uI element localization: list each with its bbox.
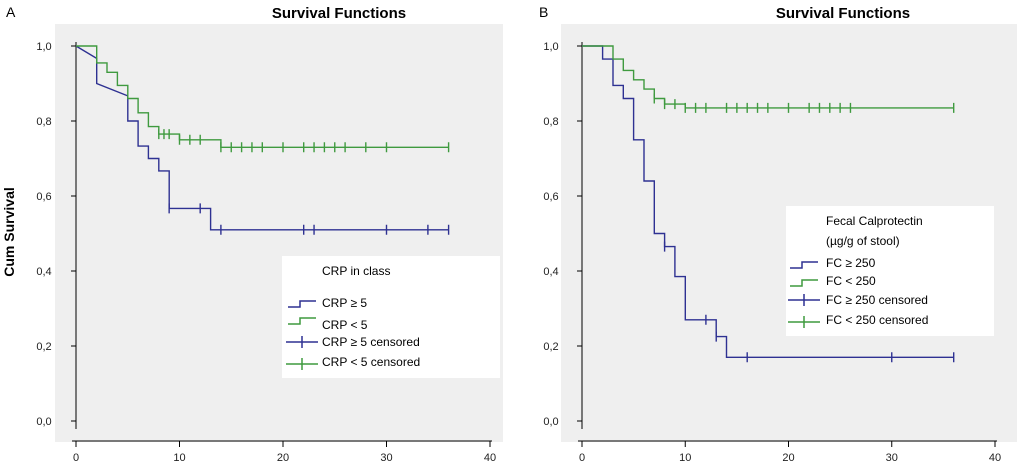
panel-a-plot-area <box>55 24 503 442</box>
panel-a-legend-swatch-low <box>288 317 316 325</box>
panel-a-legend-swatch-high-censored <box>286 336 318 348</box>
panel-b-legend-entry-high: FC ≥ 250 <box>826 256 876 270</box>
panel-a-title: Survival Functions <box>272 5 406 22</box>
panel-a-legend-box <box>282 256 500 378</box>
panel-a-legend-entry-low: CRP < 5 <box>322 318 368 332</box>
panel-b-y-tick-label: 0,4 <box>543 266 558 278</box>
panel-b-legend-entry-low-censored: FC < 250 censored <box>826 313 928 327</box>
panel-a-series-line-high <box>75 45 449 231</box>
panel-b-label: B <box>539 4 548 20</box>
panel-a-y-tick-label: 0,4 <box>36 266 51 278</box>
panel-b-legend-swatch-high-censored <box>788 294 820 306</box>
panel-b-title: Survival Functions <box>776 5 910 22</box>
panel-b: B Survival Functions 0,00,20,40,60,81,00… <box>512 0 1024 469</box>
panel-a-axes: 0,0 0,2 0,4 0,6 0,8 1,0 0 10 20 30 40 <box>36 41 496 464</box>
panel-a-x-tick-label: 40 <box>484 452 496 464</box>
panel-a-y-axis-label: Cum Survival <box>1 187 17 276</box>
panel-a-legend-swatch-high <box>288 300 316 308</box>
panel-a-y-tick-label: 1,0 <box>36 41 51 53</box>
panel-b-y-tick-label: 0,8 <box>543 116 558 128</box>
panel-a-y-tick-label: 0,6 <box>36 191 51 203</box>
panel-b-legend-box <box>786 206 994 336</box>
panel-a-y-tick-label: 0,0 <box>36 416 51 428</box>
panel-b-legend-entry-high-censored: FC ≥ 250 censored <box>826 293 928 307</box>
panel-a-legend-entry-high-censored: CRP ≥ 5 censored <box>322 335 420 349</box>
panel-b-y-tick-label: 0,6 <box>543 191 558 203</box>
panel-a-legend-title: CRP in class <box>322 264 390 278</box>
panel-a-legend-entry-high: CRP ≥ 5 <box>322 296 367 310</box>
panel-b-legend-swatch-high <box>790 261 818 269</box>
panel-b-x-tick-label: 40 <box>989 452 1001 464</box>
panel-b-x-tick-label: 0 <box>579 452 585 464</box>
panel-a-x-tick-label: 30 <box>380 452 392 464</box>
panel-a: A Survival Functions Cum Survival 0,0 0,2… <box>1 4 503 464</box>
panel-b-y-tick-label: 0,0 <box>543 416 558 428</box>
panel-a-y-tick-label: 0,2 <box>36 341 51 353</box>
panel-b-x-tick-label: 20 <box>782 452 794 464</box>
panel-a-x-tick-label: 20 <box>277 452 289 464</box>
panel-a-legend-entry-low-censored: CRP < 5 censored <box>322 355 420 369</box>
panel-b-legend: Fecal Calprotectin (µg/g of stool) FC ≥ … <box>786 206 994 336</box>
panel-b-axes: 0,0 0,2 0,4 0,6 0,8 1,0 0 10 20 30 40 <box>543 41 1001 464</box>
panel-b-legend-entry-low: FC < 250 <box>826 274 876 288</box>
panel-b-x-tick-label: 10 <box>679 452 691 464</box>
panel-b-legend-subtitle: (µg/g of stool) <box>826 234 900 248</box>
panel-a-x-tick-label: 10 <box>173 452 185 464</box>
panel-a-y-tick-label: 0,8 <box>36 116 51 128</box>
panel-a-legend-swatch-low-censored <box>286 358 318 370</box>
panel-a-series <box>75 45 450 235</box>
panel-a-label: A <box>6 4 16 20</box>
panel-a-x-tick-label: 0 <box>73 452 79 464</box>
panel-a-legend: CRP in class CRP ≥ 5 CRP < 5 CRP ≥ 5 cen… <box>282 256 500 378</box>
panel-b-legend-swatch-low-censored <box>788 316 820 328</box>
panel-b-series <box>582 45 955 363</box>
panel-b-y-tick-label: 0,2 <box>543 341 558 353</box>
panel-b-legend-swatch-low <box>790 279 818 287</box>
panel-b-legend-title: Fecal Calprotectin <box>826 214 923 228</box>
panel-b-series-line-high <box>582 45 954 358</box>
panel-b-y-tick-label: 1,0 <box>543 41 558 53</box>
panel-b-x-tick-label: 30 <box>886 452 898 464</box>
